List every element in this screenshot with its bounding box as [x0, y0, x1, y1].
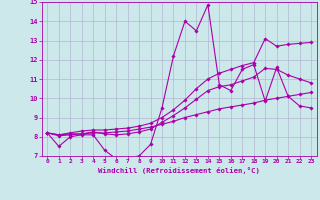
X-axis label: Windchill (Refroidissement éolien,°C): Windchill (Refroidissement éolien,°C) [98, 167, 260, 174]
